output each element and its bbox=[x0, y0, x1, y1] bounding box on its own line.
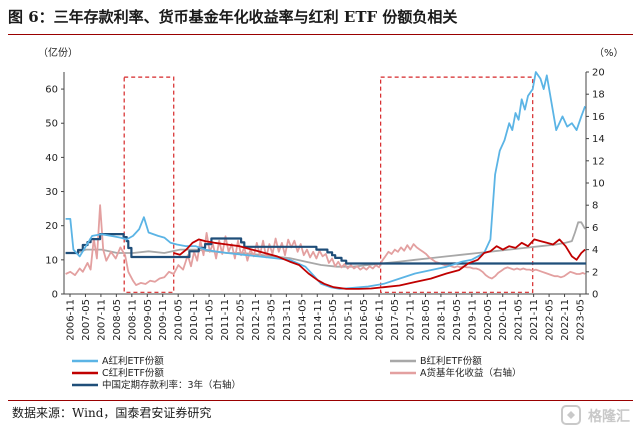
x-tick-label: 2018-05 bbox=[421, 299, 432, 341]
left-tick-label: 0 bbox=[52, 290, 58, 301]
highlight-box-1 bbox=[123, 76, 175, 293]
x-tick-label: 2013-11 bbox=[282, 299, 293, 341]
legend-label: A货基年化收益（右轴） bbox=[420, 367, 522, 379]
legend-label: C红利ETF份额 bbox=[102, 367, 164, 379]
right-tick-label: 12 bbox=[592, 156, 605, 167]
x-tick-label: 2017-11 bbox=[406, 299, 417, 341]
x-tick-label: 2019-05 bbox=[452, 299, 463, 341]
legend-label: 中国定期存款利率：3年（右轴） bbox=[102, 379, 241, 391]
x-tick-label: 2011-11 bbox=[220, 299, 231, 341]
right-tick-label: 6 bbox=[592, 223, 598, 234]
x-tick-label: 2006-11 bbox=[66, 299, 77, 341]
axes: 0 10 20 30 40 50 60 0 2 4 6 8 10 12 14 16 18 20 2006-11 200… bbox=[45, 68, 604, 341]
highlight-box-2 bbox=[380, 76, 534, 293]
left-tick-label: 20 bbox=[45, 221, 58, 232]
x-tick-label: 2023-05 bbox=[576, 299, 587, 341]
x-tick-label: 2014-05 bbox=[297, 299, 308, 341]
right-tick-label: 8 bbox=[592, 201, 598, 212]
right-tick-label: 4 bbox=[592, 245, 598, 256]
x-tick-label: 2007-11 bbox=[96, 299, 107, 341]
x-tick-label: 2018-11 bbox=[436, 299, 447, 341]
series-lines bbox=[65, 71, 586, 290]
x-tick-label: 2010-11 bbox=[189, 299, 200, 341]
title-divider bbox=[8, 34, 633, 35]
x-tick-label: 2015-11 bbox=[344, 299, 355, 341]
chart: 0 10 20 30 40 50 60 0 2 4 6 8 10 12 14 16 18 20 2006-11 200… bbox=[38, 46, 624, 391]
x-tick-label: 2016-11 bbox=[375, 299, 386, 341]
logo-text: 格隆汇 bbox=[588, 409, 630, 425]
right-tick-label: 14 bbox=[592, 134, 605, 145]
x-tick-label: 2022-05 bbox=[545, 299, 556, 341]
x-tick-label: 2021-11 bbox=[529, 299, 540, 341]
left-tick-label: 30 bbox=[45, 187, 58, 198]
series-line-2 bbox=[65, 221, 586, 268]
x-tick-label: 2012-11 bbox=[251, 299, 262, 341]
right-axis-unit: （%） bbox=[594, 47, 624, 59]
x-tick-label: 2011-05 bbox=[205, 299, 216, 341]
plot-area bbox=[63, 72, 587, 295]
right-tick-label: 10 bbox=[592, 179, 605, 190]
series-line-5 bbox=[65, 233, 586, 265]
x-tick-label: 2008-05 bbox=[112, 299, 123, 341]
x-tick-label: 2015-05 bbox=[328, 299, 339, 341]
x-tick-label: 2008-11 bbox=[127, 299, 138, 341]
legend-label: B红利ETF份额 bbox=[420, 355, 482, 367]
x-tick-label: 2021-05 bbox=[514, 299, 525, 341]
x-tick-label: 2010-05 bbox=[174, 299, 185, 341]
right-tick-label: 18 bbox=[592, 90, 605, 101]
right-tick-label: 16 bbox=[592, 112, 605, 123]
left-tick-label: 10 bbox=[45, 255, 58, 266]
legend-label: A红利ETF份额 bbox=[102, 355, 164, 367]
left-tick-label: 50 bbox=[45, 119, 58, 130]
x-tick-label: 2017-05 bbox=[390, 299, 401, 341]
x-tick-label: 2016-05 bbox=[359, 299, 370, 341]
left-tick-label: 40 bbox=[45, 153, 58, 164]
right-tick-label: 0 bbox=[592, 290, 598, 301]
series-line-3 bbox=[173, 238, 586, 290]
series-line-4 bbox=[65, 204, 586, 286]
x-tick-label: 2012-05 bbox=[236, 299, 247, 341]
x-tick-label: 2014-11 bbox=[313, 299, 324, 341]
x-tick-label: 2013-05 bbox=[266, 299, 277, 341]
legend: A红利ETF份额 B红利ETF份额 C红利ETF份额 A货基年化收益（右轴） 中国定期存… bbox=[72, 355, 522, 391]
x-tick-label: 2009-05 bbox=[143, 299, 154, 341]
left-axis-unit: （亿份） bbox=[38, 46, 78, 59]
gelonghui-logo bbox=[561, 405, 581, 425]
x-tick-label: 2022-11 bbox=[560, 299, 571, 341]
series-line-1 bbox=[65, 71, 586, 290]
x-tick-label: 2020-05 bbox=[483, 299, 494, 341]
x-tick-label: 2020-11 bbox=[498, 299, 509, 341]
chart-title: 图 6：三年存款利率、货币基金年化收益率与红利 ETF 份额负相关 bbox=[8, 8, 458, 26]
x-tick-label: 2007-05 bbox=[81, 299, 92, 341]
left-tick-label: 60 bbox=[45, 85, 58, 96]
x-tick-label: 2009-11 bbox=[158, 299, 169, 341]
highlight-boxes bbox=[123, 76, 534, 293]
right-tick-label: 20 bbox=[592, 68, 605, 79]
right-tick-label: 2 bbox=[592, 267, 598, 278]
x-tick-label: 2019-11 bbox=[467, 299, 478, 341]
bottom-divider bbox=[8, 400, 633, 401]
source-note: 数据来源：Wind，国泰君安证券研究 bbox=[12, 406, 212, 420]
